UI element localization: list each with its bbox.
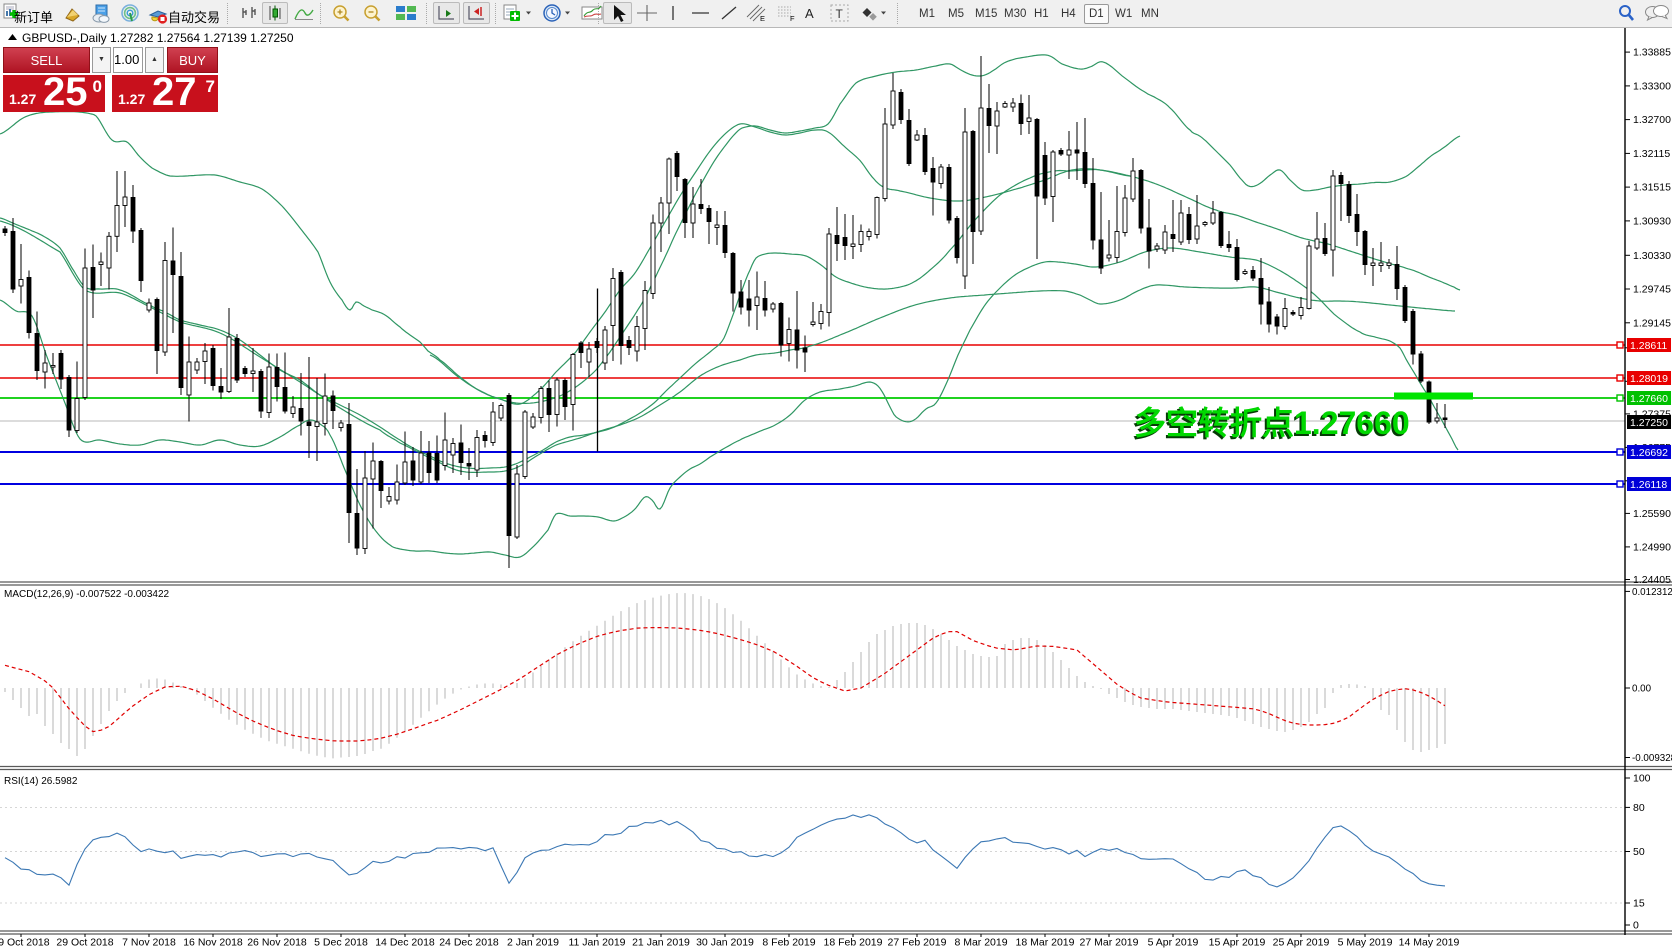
svg-text:0.012312: 0.012312	[1632, 587, 1672, 598]
svg-text:-0.009328: -0.009328	[1632, 753, 1672, 764]
svg-text:E: E	[760, 14, 765, 23]
svg-text:1.32115: 1.32115	[1633, 148, 1670, 160]
svg-text:25 Apr 2019: 25 Apr 2019	[1273, 937, 1330, 949]
svg-text:100: 100	[1633, 773, 1651, 785]
svg-text:30 Jan 2019: 30 Jan 2019	[696, 937, 754, 949]
svg-text:7 Nov 2018: 7 Nov 2018	[122, 937, 176, 949]
svg-text:F: F	[790, 14, 795, 23]
svg-text:29 Oct 2018: 29 Oct 2018	[56, 937, 113, 949]
svg-text:1.29145: 1.29145	[1633, 317, 1671, 329]
svg-text:80: 80	[1633, 802, 1645, 814]
svg-text:24 Dec 2018: 24 Dec 2018	[439, 937, 499, 949]
svg-text:多空转折点1.27660: 多空转折点1.27660	[1134, 405, 1410, 441]
svg-text:14 Dec 2018: 14 Dec 2018	[375, 937, 435, 949]
svg-text:1.24990: 1.24990	[1633, 541, 1671, 553]
svg-text:26 Nov 2018: 26 Nov 2018	[247, 937, 307, 949]
svg-text:多空转折点1.27660: 多空转折点1.27660	[1132, 407, 1408, 443]
svg-text:1.33885: 1.33885	[1633, 47, 1671, 59]
svg-text:1.25590: 1.25590	[1633, 508, 1671, 520]
svg-text:1.29745: 1.29745	[1633, 284, 1671, 296]
svg-text:1.32700: 1.32700	[1633, 114, 1671, 126]
svg-text:16 Nov 2018: 16 Nov 2018	[183, 937, 243, 949]
svg-text:0: 0	[1633, 920, 1639, 932]
svg-text:27 Feb 2019: 27 Feb 2019	[888, 937, 947, 949]
svg-text:11 Jan 2019: 11 Jan 2019	[568, 937, 625, 949]
svg-text:T: T	[836, 7, 844, 21]
svg-text:2 Jan 2019: 2 Jan 2019	[507, 937, 559, 949]
svg-text:GBPUSD-,Daily 1.27282 1.27564: GBPUSD-,Daily 1.27282 1.27564 1.27139 1.…	[22, 31, 294, 45]
svg-text:15: 15	[1633, 898, 1645, 910]
svg-text:5 Apr 2019: 5 Apr 2019	[1148, 937, 1199, 949]
svg-text:19 Oct 2018: 19 Oct 2018	[0, 937, 50, 949]
svg-text:1.28611: 1.28611	[1630, 340, 1667, 352]
svg-text:1.26118: 1.26118	[1630, 479, 1667, 491]
svg-text:50: 50	[1633, 846, 1645, 858]
svg-text:1.27250: 1.27250	[1630, 417, 1668, 429]
svg-text:1.27660: 1.27660	[1630, 393, 1668, 405]
svg-text:14 May 2019: 14 May 2019	[1399, 937, 1460, 949]
svg-text:1.30930: 1.30930	[1633, 215, 1671, 227]
svg-text:1.31515: 1.31515	[1633, 182, 1671, 194]
svg-text:1.24405: 1.24405	[1633, 574, 1671, 586]
svg-text:MACD(12,26,9) -0.007522 -0.003: MACD(12,26,9) -0.007522 -0.003422	[4, 589, 170, 600]
svg-text:5 Dec 2018: 5 Dec 2018	[314, 937, 368, 949]
svg-text:A: A	[805, 6, 814, 21]
svg-text:18 Feb 2019: 18 Feb 2019	[824, 937, 883, 949]
svg-text:27 Mar 2019: 27 Mar 2019	[1080, 937, 1139, 949]
svg-text:1.30330: 1.30330	[1633, 250, 1671, 262]
svg-text:8 Feb 2019: 8 Feb 2019	[762, 937, 815, 949]
svg-text:5 May 2019: 5 May 2019	[1338, 937, 1393, 949]
svg-text:RSI(14) 26.5982: RSI(14) 26.5982	[4, 776, 78, 787]
svg-text:1.26692: 1.26692	[1630, 447, 1668, 459]
svg-text:18 Mar 2019: 18 Mar 2019	[1016, 937, 1075, 949]
svg-text:0.00: 0.00	[1632, 684, 1652, 695]
svg-text:8 Mar 2019: 8 Mar 2019	[954, 937, 1007, 949]
svg-text:1.28019: 1.28019	[1630, 373, 1668, 385]
svg-text:1.33300: 1.33300	[1633, 80, 1671, 92]
svg-text:21 Jan 2019: 21 Jan 2019	[632, 937, 690, 949]
svg-text:15 Apr 2019: 15 Apr 2019	[1209, 937, 1266, 949]
